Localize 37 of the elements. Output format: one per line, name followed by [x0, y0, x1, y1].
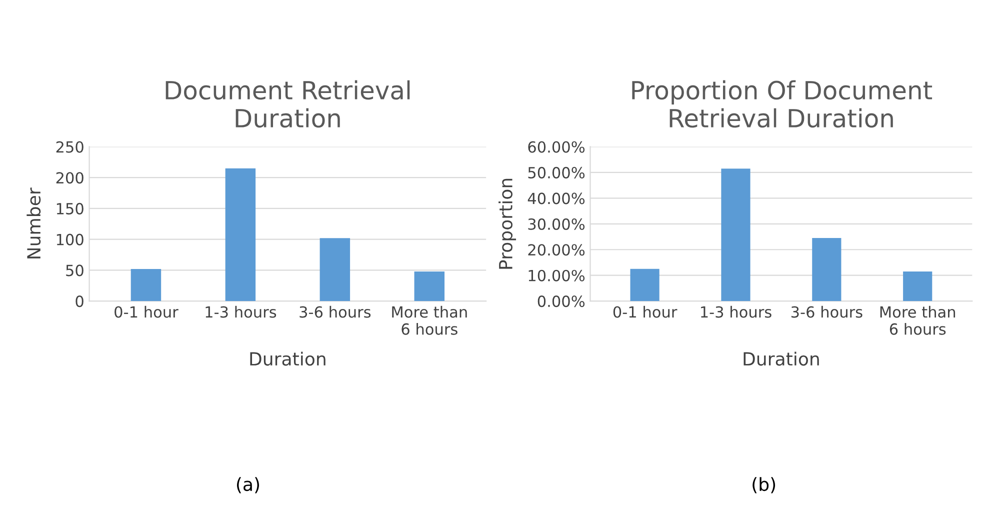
bar — [320, 238, 350, 302]
y-tick-label: 10.00% — [528, 270, 585, 282]
chart-title: Document Retrieval Duration — [166, 80, 410, 128]
y-tick-label: 250 — [56, 141, 84, 153]
x-tick-label: 1-3 hours — [701, 306, 772, 318]
bar — [903, 271, 932, 302]
text: (a) — [236, 477, 260, 494]
y-tick-label: 200 — [56, 172, 84, 184]
x-tick-label: 1-3 hours — [206, 306, 276, 318]
y-tick-label: 150 — [56, 202, 84, 214]
y-tick-label: 60.00% — [528, 141, 585, 153]
bar — [225, 168, 256, 302]
x-tick-label: 0-1 hour — [613, 306, 678, 318]
x-axis-title: Duration — [250, 352, 326, 366]
y-axis-title: Proportion — [498, 178, 516, 269]
y-tick-label: 50 — [66, 264, 84, 276]
bar — [130, 268, 162, 302]
y-tick-label: 0.00% — [538, 296, 585, 308]
y-tick-label: 0 — [76, 296, 84, 308]
y-axis-title: Number — [26, 188, 41, 258]
x-tick-label: More than 6 hours — [880, 306, 956, 335]
x-tick-label: 3-6 hours — [791, 306, 862, 318]
y-tick-label: 40.00% — [528, 192, 585, 204]
x-tick-label: 3-6 hours — [300, 306, 371, 318]
x-tick-label: 0-1 hour — [114, 306, 178, 318]
y-tick-label: 50.00% — [528, 166, 585, 178]
chart-title: Proportion Of Document Retrieval Duration — [632, 80, 932, 128]
y-tick-label: 100 — [56, 234, 84, 246]
bar — [721, 168, 750, 302]
bar — [630, 268, 660, 302]
y-tick-label: 20.00% — [528, 244, 585, 256]
text: (b) — [752, 477, 776, 494]
bar — [414, 271, 445, 302]
x-tick-label: More than 6 hours — [392, 306, 467, 335]
x-axis-title: Duration — [744, 352, 819, 366]
bar — [812, 238, 842, 302]
y-tick-label: 30.00% — [528, 218, 585, 230]
